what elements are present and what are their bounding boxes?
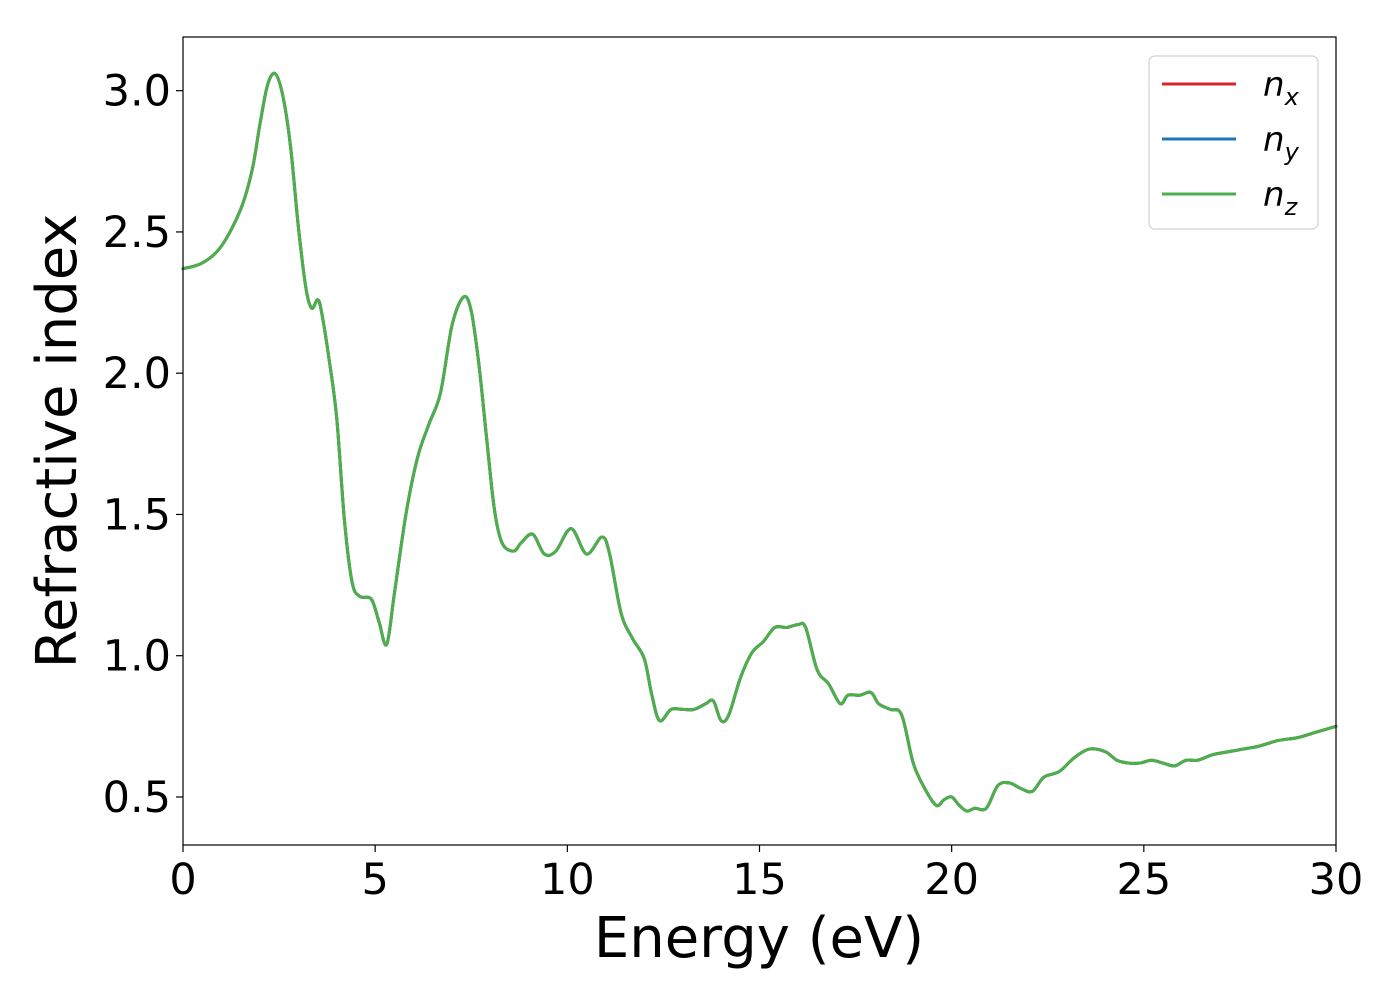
- x-tick-label: 20: [924, 855, 979, 905]
- x-tick-label: 10: [540, 855, 595, 905]
- x-axis-ticks: 0 5 10 15 20 25 30: [169, 845, 1363, 905]
- y-tick-label: 3.0: [103, 67, 171, 117]
- x-tick-label: 30: [1309, 855, 1364, 905]
- y-tick-label: 0.5: [103, 773, 171, 823]
- x-tick-label: 25: [1116, 855, 1171, 905]
- y-tick-label: 1.0: [103, 632, 171, 682]
- x-tick-label: 15: [732, 855, 787, 905]
- y-tick-label: 1.5: [103, 490, 171, 540]
- x-tick-label: 0: [169, 855, 196, 905]
- y-tick-label: 2.0: [103, 349, 171, 399]
- x-tick-label: 5: [361, 855, 388, 905]
- y-axis-label: Refractive index: [25, 214, 90, 669]
- legend-label-x: nx: [1263, 65, 1300, 111]
- series-line-n-z: [181, 71, 1338, 813]
- series-lines: [181, 71, 1338, 813]
- legend-label-y: ny: [1263, 120, 1300, 166]
- legend: nx ny nz: [1148, 55, 1319, 230]
- legend-box: [1148, 55, 1319, 230]
- y-axis-ticks: 0.5 1.0 1.5 2.0 2.5 3.0: [103, 67, 183, 823]
- legend-entries: nx ny nz: [1162, 65, 1300, 221]
- legend-label-z: nz: [1263, 175, 1299, 221]
- x-axis-label: Energy (eV): [594, 906, 924, 971]
- y-tick-label: 2.5: [103, 208, 171, 258]
